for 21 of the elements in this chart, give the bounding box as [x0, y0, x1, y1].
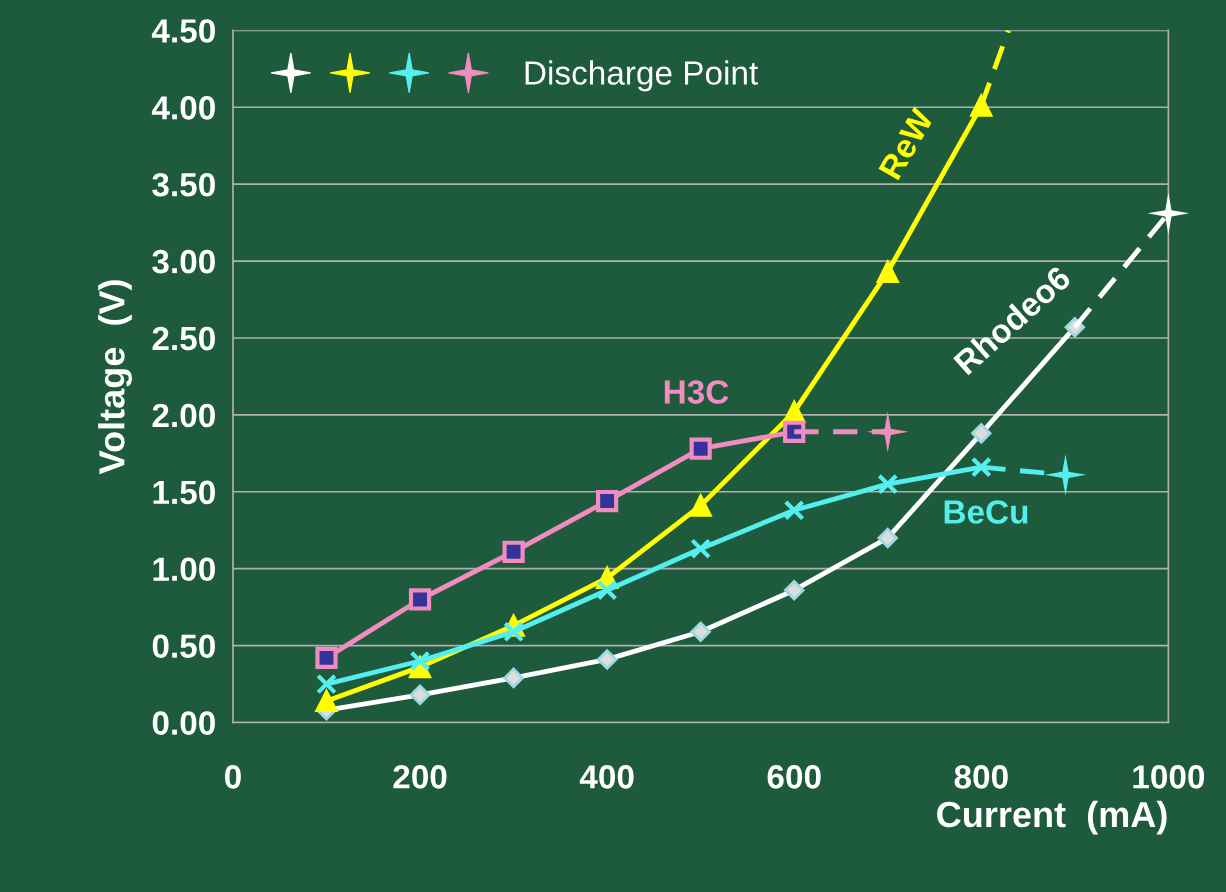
y-tick-label: 4.50 — [151, 19, 215, 43]
x-tick-label: 1000 — [1133, 765, 1205, 789]
x-tick-label: 400 — [579, 765, 634, 789]
y-tick-label: 3.50 — [152, 172, 215, 197]
y-tick-label: 2.50 — [152, 326, 215, 351]
x-tick-label: 200 — [393, 765, 447, 789]
x-tick-label: 800 — [954, 765, 1008, 789]
y-tick-label: 1.50 — [153, 480, 215, 505]
x-axis-title: Current (mA) — [937, 800, 1167, 835]
legend-label: Discharge Point — [525, 60, 758, 92]
y-tick-label: 0.00 — [152, 711, 215, 735]
y-tick-label: 3.00 — [152, 249, 215, 274]
y-tick-label: 0.50 — [152, 634, 215, 659]
y-axis-title: Voltage (V) — [98, 280, 132, 475]
series-label: H3C — [664, 380, 729, 404]
series-label: BeCu — [944, 500, 1028, 524]
y-tick-label: 4.00 — [151, 96, 215, 120]
x-tick-label: 600 — [767, 765, 821, 789]
x-tick-label: 0 — [224, 765, 241, 789]
y-tick-label: 1.00 — [153, 557, 215, 582]
y-tick-label: 2.00 — [152, 403, 215, 428]
